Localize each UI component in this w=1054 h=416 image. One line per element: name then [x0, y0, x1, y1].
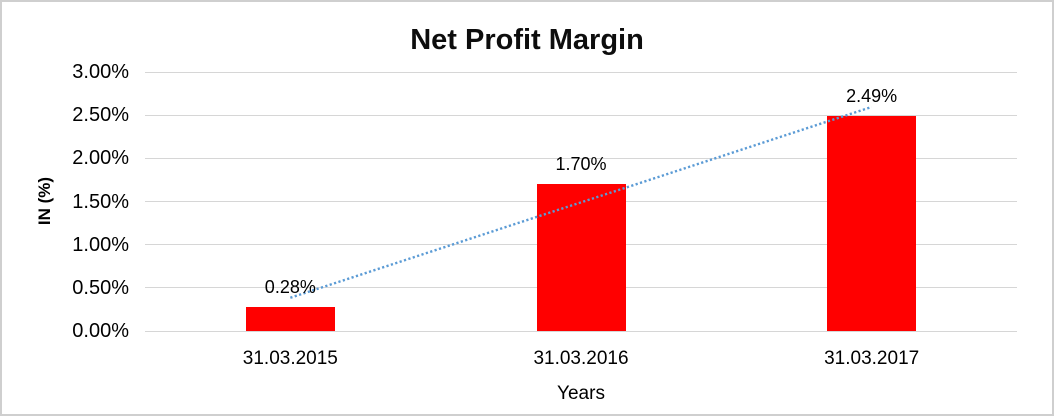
gridline	[145, 157, 1017, 159]
bar	[827, 116, 917, 331]
bar-value-label: 2.49%	[846, 86, 898, 107]
x-tick-label: 31.03.2016	[533, 348, 629, 369]
bar-value-label: 0.28%	[264, 276, 316, 297]
trendline	[289, 105, 873, 299]
y-tick-label: 3.00%	[72, 61, 129, 83]
gridline	[145, 71, 1017, 73]
chart-title: Net Profit Margin	[410, 24, 644, 56]
y-tick-label: 0.50%	[72, 276, 129, 299]
x-tick-label: 31.03.2017	[824, 348, 920, 369]
gridline	[145, 330, 1017, 332]
x-axis-title: Years	[557, 383, 605, 404]
y-tick-label: 2.00%	[72, 147, 129, 170]
y-tick-label: 0.00%	[72, 320, 129, 342]
x-tick-label: 31.03.2015	[242, 348, 338, 369]
bar	[536, 184, 626, 331]
y-tick-label: 1.50%	[72, 190, 129, 213]
gridline	[145, 114, 1017, 116]
bar	[245, 306, 335, 331]
bar-value-label: 1.70%	[555, 154, 607, 175]
y-tick-label: 2.50%	[72, 104, 129, 127]
y-tick-label: 1.00%	[72, 233, 129, 256]
